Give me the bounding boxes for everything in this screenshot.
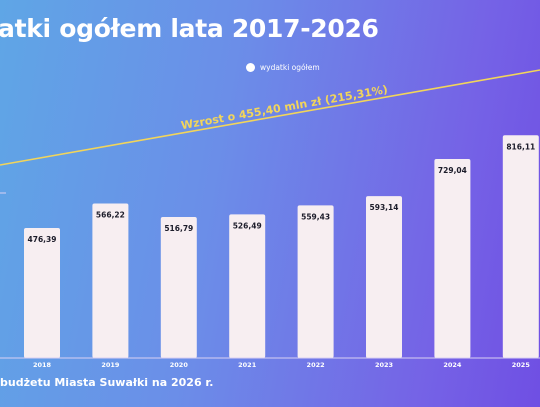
bar-value-label: 593,14 [370, 203, 399, 212]
bar-value-label: 516,79 [164, 224, 193, 233]
bar-value-label: 559,43 [301, 212, 330, 221]
x-tick-label: 2023 [375, 361, 393, 369]
bar-value-label: 476,39 [28, 235, 57, 244]
bar-2020 [160, 216, 197, 358]
bar-value-label: 729,04 [438, 166, 467, 175]
x-tick-label: 2019 [101, 361, 120, 369]
x-tick-label: 2020 [170, 361, 189, 369]
x-tick-label: 2024 [443, 361, 462, 369]
bar-value-label: 566,22 [96, 210, 125, 219]
chart-legend: wydatki ogółem [246, 61, 320, 73]
x-tick-label: 2025 [512, 361, 531, 369]
bar-2022 [297, 205, 334, 358]
trend-annotation: Wzrost o 455,40 mln zł (215,31%) [180, 83, 389, 132]
chart-title: atki ogółem lata 2017-2026 [0, 14, 379, 43]
bar-value-label: 526,49 [233, 221, 262, 230]
bar-2025 [502, 135, 539, 358]
bar-2018 [24, 227, 60, 358]
bar-2019 [92, 203, 129, 358]
legend-label: wydatki ogółem [260, 62, 320, 72]
legend-swatch [246, 62, 255, 72]
source-footer: budżetu Miasta Suwałki na 2026 r. [0, 376, 214, 389]
bar-value-label: 816,11 [506, 142, 535, 151]
bar-2021 [229, 214, 266, 358]
x-tick-label: 2018 [33, 361, 52, 369]
x-tick-label: 2021 [238, 361, 257, 369]
bar-2023 [366, 196, 402, 358]
trend-line [0, 69, 540, 166]
bar-2024 [434, 159, 471, 358]
x-tick-label: 2022 [307, 361, 325, 369]
